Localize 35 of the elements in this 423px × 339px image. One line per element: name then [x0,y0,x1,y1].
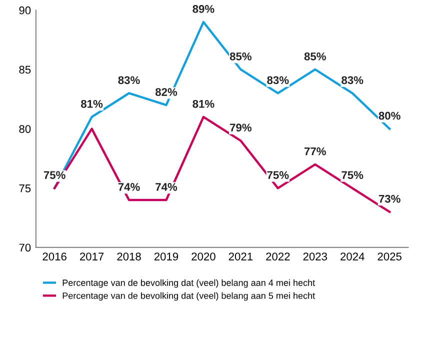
data-label: 81% [192,100,214,108]
data-label: 75% [342,171,364,180]
data-label: 85% [230,52,252,60]
x-tick-label: 2025 [378,252,402,260]
data-label: 75% [267,171,289,180]
data-label: 75% [44,171,66,180]
y-tick-label: 90 [19,6,31,14]
data-label: 85% [304,52,326,60]
y-tick-label: 85 [19,66,31,74]
x-tick-label: 2018 [117,252,141,260]
x-tick-label: 2023 [303,252,328,260]
x-tick-label: 2017 [80,252,104,260]
data-label: 82% [155,88,178,96]
data-label: 89% [192,5,214,13]
data-label: 79% [230,124,252,132]
data-label: 73% [378,194,400,203]
data-label: 77% [304,147,326,156]
data-label: 74% [156,183,178,191]
data-label: 74% [118,183,140,191]
data-label: 83% [267,76,289,84]
x-tick-label: 2022 [266,252,290,260]
data-label: 80% [378,112,400,120]
legend-label: Percentage van de bevolking dat (veel) belang aan 4 mei hecht [62,279,316,288]
x-tick-label: 2020 [192,252,216,260]
data-label: 81% [81,100,103,108]
data-label: 83% [342,76,364,84]
data-label: 83% [118,76,140,84]
x-tick-label: 2024 [340,252,364,260]
x-tick-label: 2021 [228,252,253,260]
legend-label: Percentage van de bevolking dat (veel) belang aan 5 mei hecht [62,292,316,301]
x-tick-label: 2016 [42,252,66,260]
x-tick-label: 2019 [154,252,178,260]
y-tick-label: 80 [19,125,31,133]
y-tick-label: 70 [19,244,31,252]
y-tick-label: 75 [19,184,31,192]
